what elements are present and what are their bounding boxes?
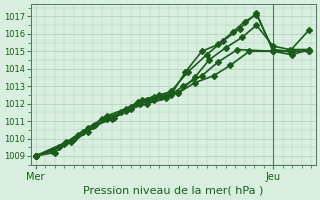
X-axis label: Pression niveau de la mer( hPa ): Pression niveau de la mer( hPa ) [83,186,264,196]
